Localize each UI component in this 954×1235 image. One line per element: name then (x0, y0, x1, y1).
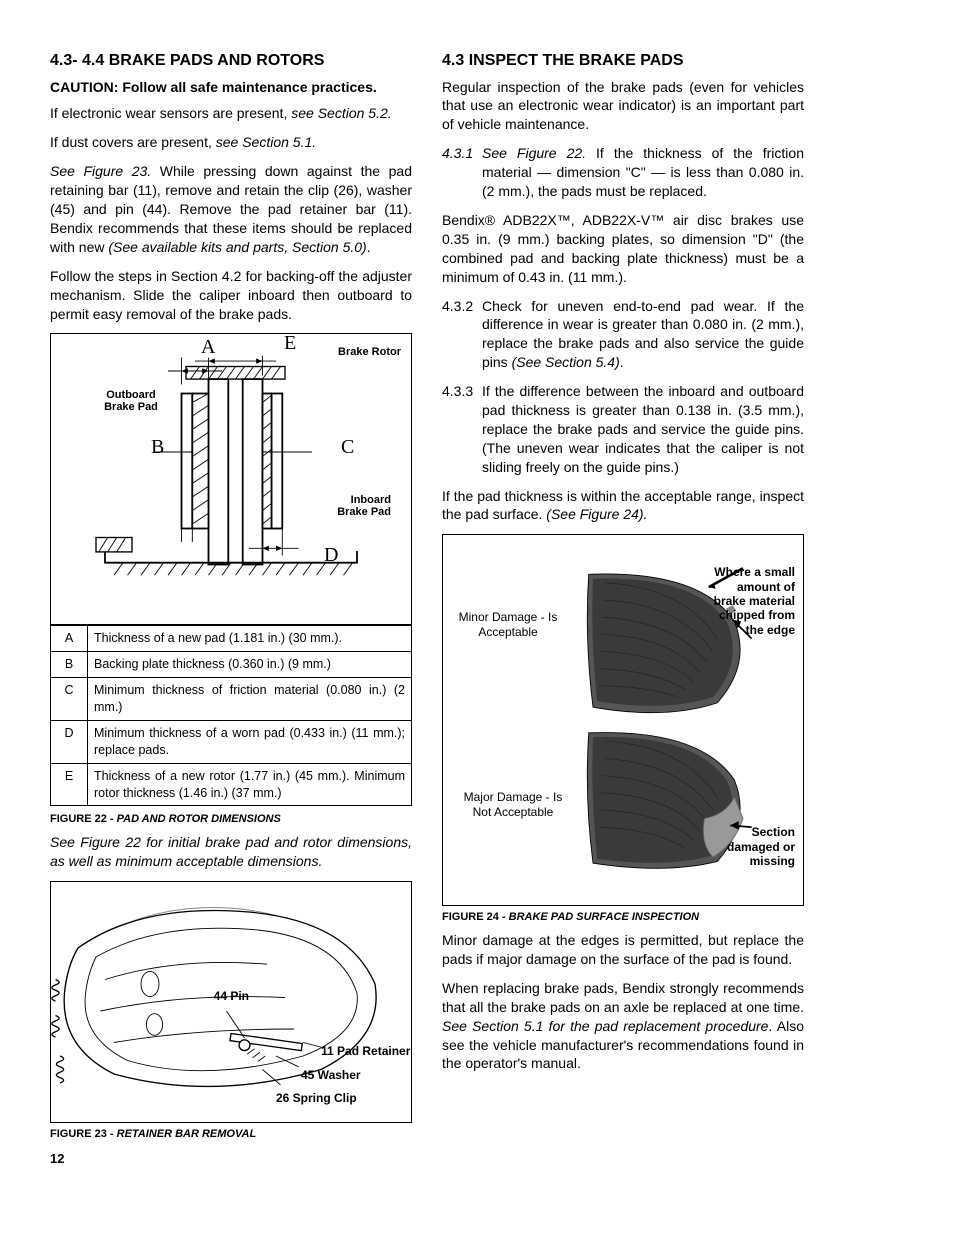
figure-22: A E B C D Brake Rotor Outboard Brake Pad… (50, 333, 412, 806)
dim-D: D (324, 544, 338, 566)
caution-text: CAUTION: Follow all safe maintenance pra… (50, 78, 412, 97)
right-column: 4.3 INSPECT THE BRAKE PADS Regular inspe… (442, 50, 804, 1167)
figure-22-diagram: A E B C D Brake Rotor Outboard Brake Pad… (51, 334, 411, 625)
item-432: 4.3.2 Check for uneven end-to-end pad we… (442, 297, 804, 373)
para-regular-inspection: Regular inspection of the brake pads (ev… (442, 78, 804, 135)
para-within-range: If the pad thickness is within the accep… (442, 487, 804, 525)
item-431: 4.3.1 See Figure 22. If the thickness of… (442, 144, 804, 201)
label-minor-damage: Minor Damage - Is Acceptable (453, 610, 563, 639)
para-wear-sensors: If electronic wear sensors are present, … (50, 104, 412, 123)
para-dust-covers: If dust covers are present, see Section … (50, 133, 412, 152)
dim-B: B (151, 436, 164, 458)
label-pin: 44 Pin (209, 990, 249, 1003)
item-433: 4.3.3 If the difference between the inbo… (442, 382, 804, 476)
label-outboard-pad: Outboard Brake Pad (101, 389, 161, 413)
label-inboard-pad: Inboard Brake Pad (331, 494, 391, 518)
row-C: Minimum thickness of friction material (… (88, 678, 412, 721)
label-where-chip: Where a small amount of brake material c… (705, 565, 795, 637)
label-spring-clip: 26 Spring Clip (276, 1090, 357, 1106)
dim-E: E (284, 332, 296, 354)
figure-24: Minor Damage - Is Acceptable Where a sma… (442, 534, 804, 906)
left-column: 4.3- 4.4 BRAKE PADS AND ROTORS CAUTION: … (50, 50, 412, 1167)
heading-inspect-pads: 4.3 INSPECT THE BRAKE PADS (442, 50, 804, 72)
para-follow-steps: Follow the steps in Section 4.2 for back… (50, 267, 412, 324)
para-replacing-pads: When replacing brake pads, Bendix strong… (442, 979, 804, 1073)
row-A: Thickness of a new pad (1.181 in.) (30 m… (88, 626, 412, 652)
label-brake-rotor: Brake Rotor (338, 346, 401, 358)
figure-23-caption: FIGURE 23 - RETAINER BAR REMOVAL (50, 1127, 412, 1142)
label-washer: 45 Washer (301, 1067, 361, 1083)
dim-A: A (201, 336, 215, 358)
label-major-damage: Major Damage - Is Not Acceptable (453, 790, 573, 819)
para-see-fig23: See Figure 23. While pressing down again… (50, 162, 412, 256)
figure-24-caption: FIGURE 24 - BRAKE PAD SURFACE INSPECTION (442, 910, 804, 925)
para-bendix-adb: Bendix® ADB22X™, ADB22X-V™ air disc brak… (442, 211, 804, 287)
row-E: Thickness of a new rotor (1.77 in.) (45 … (88, 763, 412, 805)
dimension-table: AThickness of a new pad (1.181 in.) (30 … (51, 625, 411, 805)
para-see-fig22: See Figure 22 for initial brake pad and … (50, 833, 412, 871)
para-minor-damage: Minor damage at the edges is permitted, … (442, 931, 804, 969)
row-B: Backing plate thickness (0.360 in.) (9 m… (88, 652, 412, 678)
figure-22-caption: FIGURE 22 - PAD AND ROTOR DIMENSIONS (50, 812, 412, 827)
dim-C: C (341, 436, 354, 458)
label-retainer-bar: 11 Pad Retainer Bar (321, 1043, 412, 1059)
heading-brake-pads-rotors: 4.3- 4.4 BRAKE PADS AND ROTORS (50, 50, 412, 72)
page-number: 12 (50, 1150, 412, 1168)
row-D: Minimum thickness of a worn pad (0.433 i… (88, 720, 412, 763)
figure-23: 44 Pin 11 Pad Retainer Bar 45 Washer 26 … (50, 881, 412, 1123)
label-section-missing: Section damaged or missing (713, 825, 795, 868)
page: 4.3- 4.4 BRAKE PADS AND ROTORS CAUTION: … (50, 50, 804, 1167)
